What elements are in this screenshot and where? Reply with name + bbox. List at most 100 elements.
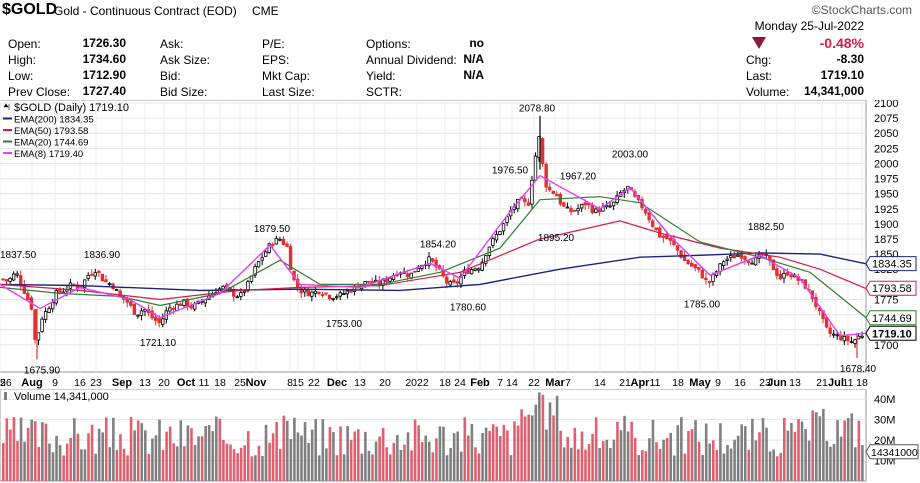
candle-body bbox=[608, 205, 612, 208]
candle-body bbox=[778, 273, 783, 280]
candle-body bbox=[785, 272, 790, 276]
x-tick-label: 16 bbox=[734, 377, 746, 389]
ema50-line bbox=[0, 220, 867, 301]
volume-bar bbox=[577, 449, 580, 481]
volume-bar bbox=[516, 425, 520, 481]
volume-bar bbox=[392, 442, 396, 481]
volume-bar bbox=[129, 417, 133, 481]
x-tick-label: 14 bbox=[506, 377, 518, 389]
volume-bar bbox=[257, 445, 261, 481]
candle-body bbox=[501, 223, 506, 232]
volume-bar bbox=[566, 436, 570, 481]
volume-tick-label: 30M bbox=[874, 415, 895, 427]
volume-bar bbox=[452, 433, 456, 481]
volume-bar bbox=[44, 423, 48, 481]
volume-bar bbox=[630, 421, 633, 481]
volume-bar bbox=[48, 443, 51, 481]
volume-bar bbox=[786, 430, 790, 481]
volume-bar bbox=[264, 424, 268, 481]
price-annotation: 1976.50 bbox=[492, 165, 529, 176]
x-tick-label: 11 bbox=[650, 377, 661, 389]
volume-bar bbox=[12, 417, 16, 481]
candle-body bbox=[47, 308, 51, 313]
candle-body bbox=[533, 155, 538, 181]
volume-bar bbox=[680, 417, 683, 481]
price-tag bbox=[865, 325, 917, 341]
volume-bar bbox=[520, 409, 523, 481]
sctr-label: SCTR: bbox=[366, 85, 402, 99]
candle-body bbox=[565, 206, 570, 209]
volume-bar bbox=[765, 427, 768, 481]
volume-bar bbox=[857, 420, 861, 481]
x-tick-label: Aug bbox=[21, 377, 42, 389]
volume-bar bbox=[278, 449, 282, 481]
volume-bar bbox=[403, 444, 406, 481]
price-tag bbox=[865, 256, 917, 272]
volume-bar bbox=[832, 444, 836, 481]
volume-bar bbox=[467, 435, 470, 481]
volume-bar bbox=[286, 420, 289, 481]
volume-bar bbox=[254, 455, 257, 481]
candle-body bbox=[161, 318, 165, 325]
volume-bar bbox=[637, 455, 641, 481]
candle-body bbox=[526, 202, 531, 206]
candle-body bbox=[551, 190, 555, 194]
bid-size-label: Bid Size: bbox=[160, 85, 208, 99]
volume-bar bbox=[406, 432, 410, 481]
volume-bar bbox=[207, 425, 211, 481]
candle-body bbox=[235, 296, 239, 299]
candle-body bbox=[739, 254, 744, 259]
volume-bar bbox=[385, 447, 388, 481]
volume-tick-label: 40M bbox=[874, 394, 895, 406]
price-tick-label: 2100 bbox=[874, 100, 898, 110]
volume-bar bbox=[804, 429, 807, 481]
candle-body bbox=[775, 268, 779, 277]
volume-bar bbox=[133, 430, 136, 481]
volume-legend-icon bbox=[4, 392, 7, 400]
volume-bar bbox=[314, 419, 317, 481]
volume-bar bbox=[204, 426, 207, 481]
candle-body bbox=[427, 256, 431, 266]
candle-body bbox=[26, 292, 30, 301]
volume-bar bbox=[694, 420, 697, 481]
candle-body bbox=[303, 289, 307, 293]
volume-bar bbox=[438, 426, 442, 481]
candle-body bbox=[118, 290, 122, 297]
volume-bar bbox=[775, 456, 779, 481]
candle-body bbox=[611, 201, 616, 207]
candle-body bbox=[572, 210, 577, 212]
x-axis: 26 Aug 9 16 23 Sep 13 20 Oct 11 18 25 Nov 8 15 22 Dec 13 2… bbox=[0, 377, 868, 389]
volume-bar bbox=[218, 418, 222, 481]
volume-bar bbox=[232, 449, 236, 481]
volume-bar bbox=[619, 430, 623, 481]
x-tick-label: 15 bbox=[292, 377, 304, 389]
volume-bar bbox=[374, 441, 378, 481]
candle-body bbox=[665, 235, 669, 240]
volume-bar bbox=[655, 442, 658, 481]
x-tick-label: 26 bbox=[0, 377, 12, 389]
volume-bar bbox=[591, 433, 594, 481]
volume-bar bbox=[854, 447, 857, 481]
candle-body bbox=[856, 335, 861, 340]
volume-bar bbox=[523, 416, 527, 481]
volume-bar bbox=[410, 450, 413, 481]
volume-legend-entry: Volume 14,341,000 bbox=[14, 391, 109, 403]
price-annotation: 1895.20 bbox=[538, 233, 575, 244]
volume-bar bbox=[33, 421, 37, 481]
candle-body bbox=[675, 245, 680, 251]
volume-bar bbox=[506, 430, 509, 481]
legend-entry: EMA(200) 1834.35 bbox=[14, 115, 94, 126]
volume-bar bbox=[754, 440, 758, 481]
volume-bar bbox=[726, 444, 729, 481]
price-annotation: 1967.20 bbox=[560, 171, 597, 182]
candle-body bbox=[448, 281, 452, 286]
price-tick-label: 1700 bbox=[874, 340, 898, 352]
x-tick-label: 22 bbox=[528, 377, 540, 389]
candle-body bbox=[331, 298, 335, 300]
candle-body bbox=[494, 234, 499, 241]
volume-bar bbox=[179, 420, 183, 481]
volume-bar bbox=[332, 432, 335, 481]
volume-bar bbox=[144, 430, 147, 481]
x-tick-label: 24 bbox=[454, 377, 466, 389]
